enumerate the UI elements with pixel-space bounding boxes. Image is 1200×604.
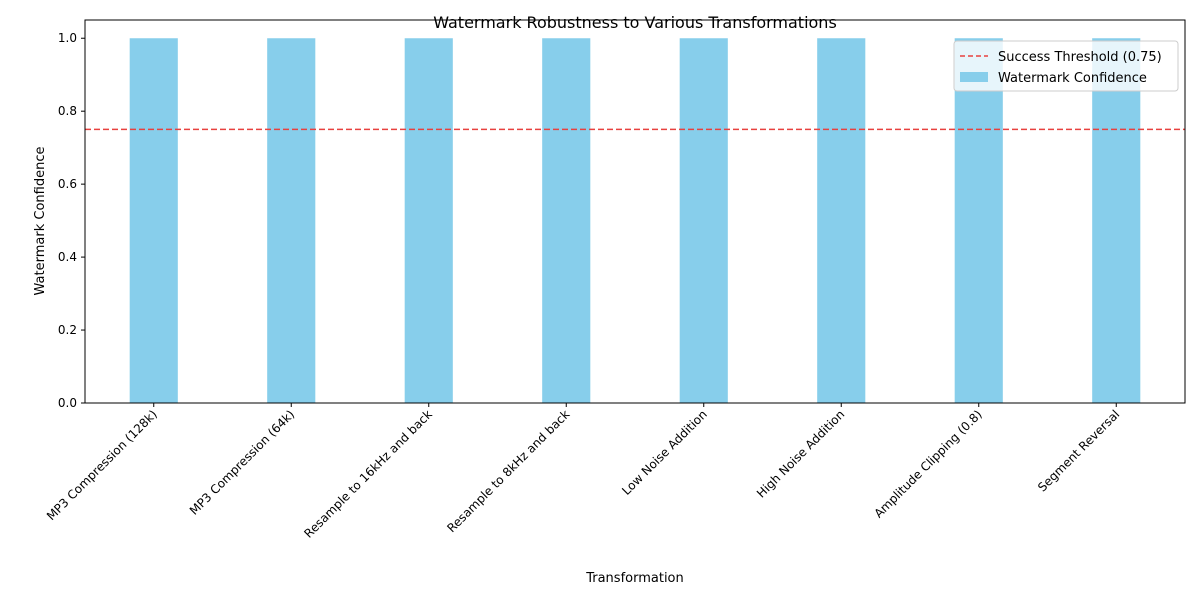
x-tick-label: MP3 Compression (128k) — [44, 407, 160, 523]
y-tick-label: 0.0 — [58, 396, 77, 410]
x-tick-label: Low Noise Addition — [619, 407, 710, 498]
y-tick-label: 0.4 — [58, 250, 77, 264]
bar — [267, 38, 316, 403]
y-tick-label: 0.8 — [58, 104, 77, 118]
x-tick-label: Segment Reversal — [1035, 407, 1122, 494]
y-tick-label: 1.0 — [58, 31, 77, 45]
x-tick-label: High Noise Addition — [754, 407, 847, 500]
plot-area — [85, 38, 1185, 403]
chart-title: Watermark Robustness to Various Transfor… — [433, 13, 837, 32]
legend-box — [953, 40, 1179, 92]
x-tick-label: MP3 Compression (64k) — [187, 407, 298, 518]
bar — [679, 38, 728, 403]
legend-bar-label: Watermark Confidence — [998, 71, 1147, 86]
x-tick-label: Resample to 8kHz and back — [444, 407, 572, 535]
bar — [404, 38, 453, 403]
y-tick-label: 0.6 — [58, 177, 77, 191]
plot-frame — [84, 19, 1186, 404]
bar — [1092, 38, 1141, 403]
bar — [954, 38, 1003, 403]
x-axis-label: Transformation — [585, 571, 684, 586]
legend: Success Threshold (0.75) Watermark Confi… — [953, 40, 1179, 92]
y-tick-label: 0.2 — [58, 323, 77, 337]
x-tick-label: Amplitude Clipping (0.8) — [871, 407, 984, 520]
legend-bar-swatch — [960, 72, 988, 82]
bar — [542, 38, 591, 403]
x-tick-label: Resample to 16kHz and back — [301, 407, 435, 541]
y-axis-label: Watermark Confidence — [33, 147, 48, 296]
legend-threshold-label: Success Threshold (0.75) — [998, 50, 1162, 65]
bar — [129, 38, 178, 403]
bar — [817, 38, 866, 403]
